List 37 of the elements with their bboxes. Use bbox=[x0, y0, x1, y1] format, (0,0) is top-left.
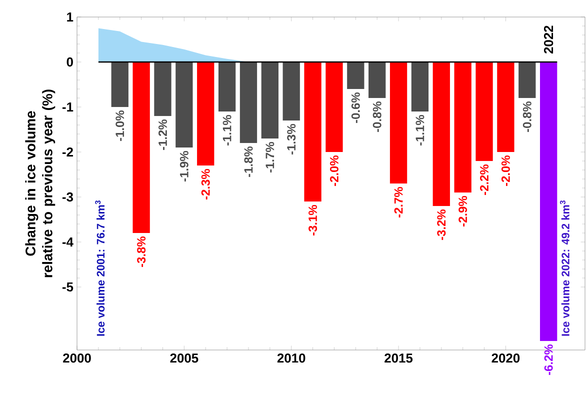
data-label: -1.9% bbox=[180, 151, 188, 182]
x-tick-label: 2005 bbox=[170, 354, 198, 363]
data-label: -2.0% bbox=[501, 156, 510, 186]
data-label: -3.8% bbox=[137, 236, 146, 267]
y-tick-label: 0 bbox=[66, 57, 73, 67]
data-label: -1.7% bbox=[266, 142, 274, 172]
y-tick-label: -4 bbox=[62, 238, 74, 246]
data-label: -2.0% bbox=[330, 156, 338, 186]
data-label: -0.6% bbox=[351, 92, 360, 123]
x-tick-label: 2020 bbox=[492, 354, 520, 363]
y-tick-label: -5 bbox=[62, 282, 74, 292]
annotation: 2022 bbox=[544, 26, 554, 54]
annotation: Ice volume 2022: 49.2 km$^{3}$ bbox=[560, 200, 570, 336]
data-label: -0.8% bbox=[522, 102, 532, 132]
y-tick-label: 1 bbox=[67, 12, 74, 22]
data-label: -1.0% bbox=[116, 110, 124, 141]
data-label: -2.2% bbox=[480, 164, 488, 195]
data-label: -3.1% bbox=[308, 205, 318, 236]
data-label: -0.8% bbox=[372, 102, 382, 132]
annotation: Ice volume 2001: 76.7 km$^{3}$ bbox=[95, 200, 105, 336]
data-label: -6.2% bbox=[544, 344, 553, 375]
y-tick-label: -3 bbox=[62, 192, 74, 202]
data-label: -2.7% bbox=[394, 187, 403, 218]
data-label: -1.2% bbox=[158, 120, 167, 150]
y-axis-title: Change in ice volume relative to previous year (%) bbox=[25, 90, 56, 278]
data-label: -1.1% bbox=[222, 115, 232, 146]
data-label: -2.9% bbox=[458, 196, 468, 226]
data-label: -2.3% bbox=[201, 169, 210, 200]
data-label: -3.2% bbox=[437, 210, 446, 240]
x-tick-label: 2010 bbox=[277, 354, 306, 363]
data-label: -1.8% bbox=[244, 146, 253, 177]
x-tick-label: 2000 bbox=[63, 354, 91, 363]
y-tick-label: -1 bbox=[62, 102, 74, 112]
data-label: -1.1% bbox=[416, 115, 424, 146]
data-label: -1.3% bbox=[287, 124, 296, 154]
x-tick-label: 2015 bbox=[384, 354, 413, 363]
y-tick-label: -2 bbox=[62, 147, 73, 157]
